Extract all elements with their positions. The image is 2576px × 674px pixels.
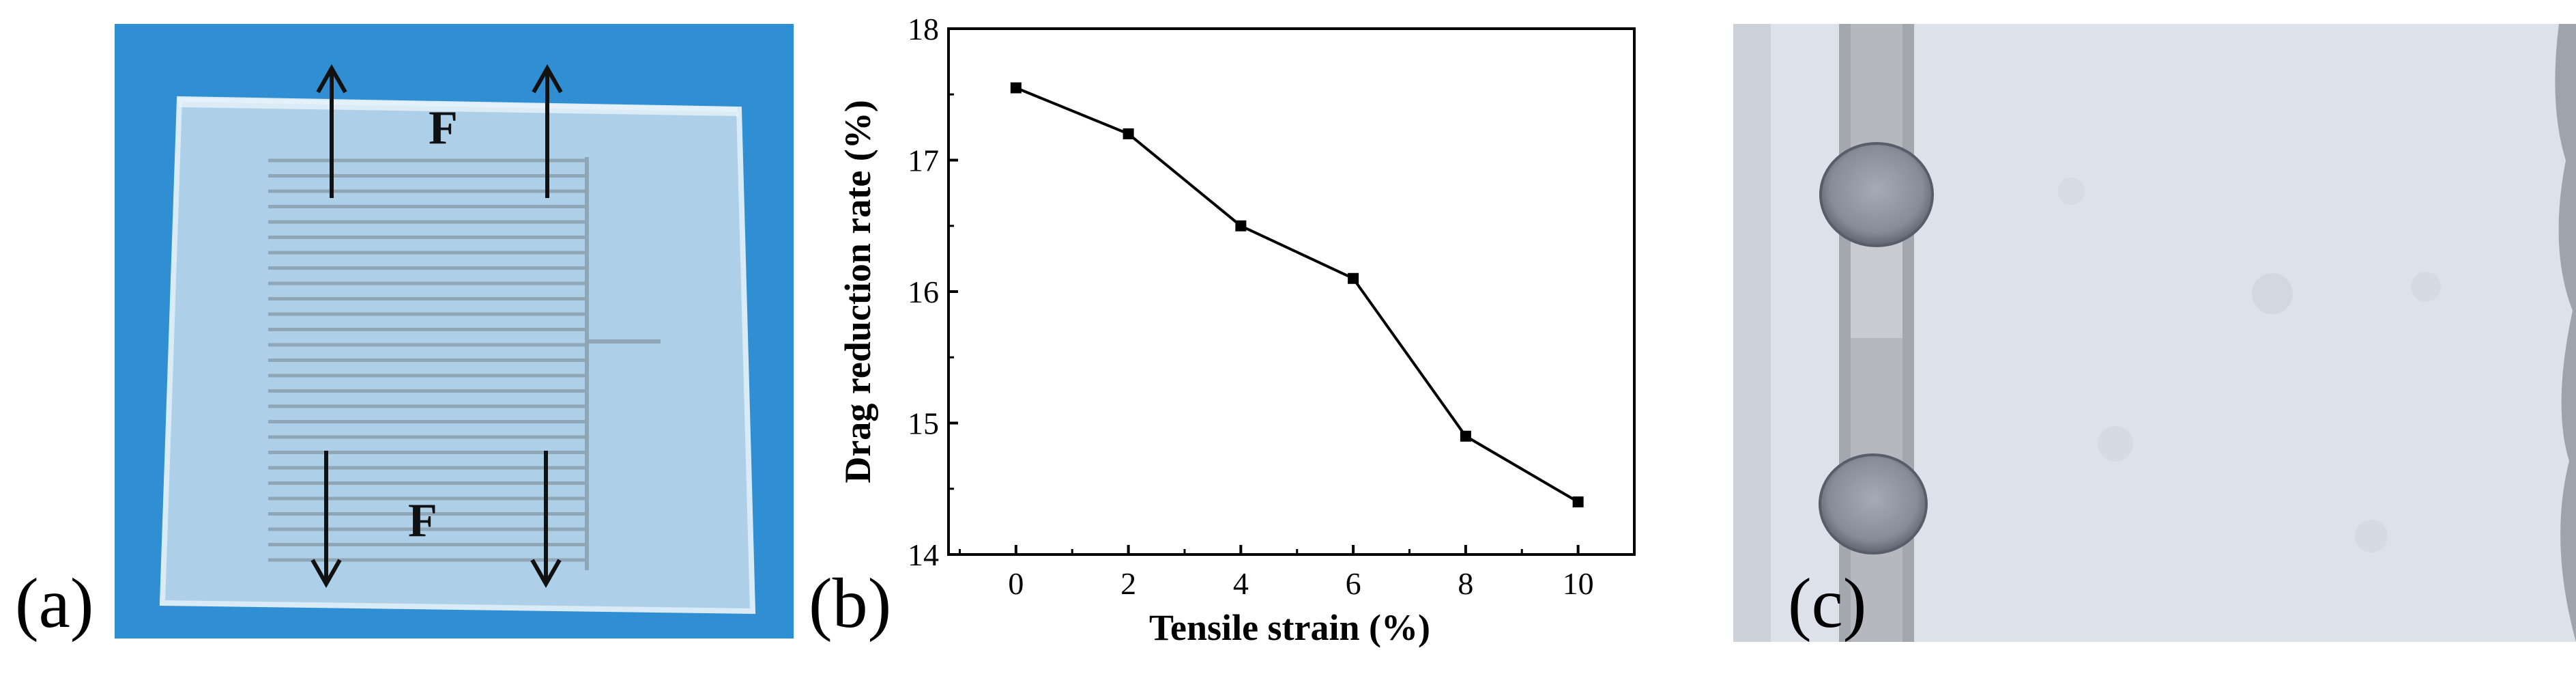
x-tick-label: 8 <box>1458 566 1473 601</box>
speck <box>2411 272 2441 302</box>
gas-bubble-lower <box>1819 453 1928 554</box>
data-point <box>1235 220 1247 231</box>
x-tick-label: 2 <box>1120 566 1136 601</box>
panel-label-a: (a) <box>15 564 94 643</box>
panel-label-c: (c) <box>1788 564 1867 643</box>
x-axis: 0 2 4 6 8 10 <box>958 545 1636 601</box>
force-label-bottom: F <box>408 494 437 547</box>
data-point <box>1123 128 1134 139</box>
x-tick-label: 10 <box>1563 566 1594 601</box>
data-point <box>1348 272 1359 284</box>
force-arrows <box>310 64 563 589</box>
x-tick-label: 6 <box>1346 566 1361 601</box>
speck <box>2057 178 2085 205</box>
data-point <box>1010 82 1022 94</box>
y-tick-label: 18 <box>908 12 939 46</box>
y-tick-label: 14 <box>908 537 939 572</box>
left-shade <box>1733 24 1771 642</box>
photo-panel-a: F F <box>115 24 794 638</box>
speck <box>2355 520 2388 552</box>
y-axis-title: Drag reduction rate (%) <box>837 100 878 483</box>
x-tick-label: 4 <box>1233 566 1249 601</box>
chart-panel-b: 14 15 16 17 18 0 2 4 6 8 10 Tensile strain (%) Dr… <box>837 12 1636 648</box>
series-markers <box>1010 82 1584 507</box>
y-axis: 14 15 16 17 18 <box>908 12 958 572</box>
speck <box>2252 273 2293 314</box>
force-label-top: F <box>429 102 458 154</box>
series-line <box>1015 86 1579 503</box>
microchannel-grooves <box>268 158 587 562</box>
y-tick-label: 17 <box>908 143 939 178</box>
right-edge-bubbles <box>2555 24 2576 642</box>
panel-label-b: (b) <box>809 564 892 643</box>
data-point <box>1460 430 1471 442</box>
plate-top-edge <box>177 98 739 116</box>
y-tick-label: 16 <box>908 275 939 309</box>
x-axis-title: Tensile strain (%) <box>1149 607 1430 648</box>
x-tick-label: 0 <box>1008 566 1024 601</box>
y-tick-label: 15 <box>908 406 939 441</box>
photo-panel-c <box>1733 24 2576 642</box>
speck <box>2098 426 2133 462</box>
gas-bubble-upper <box>1819 142 1934 247</box>
data-point <box>1572 496 1584 507</box>
